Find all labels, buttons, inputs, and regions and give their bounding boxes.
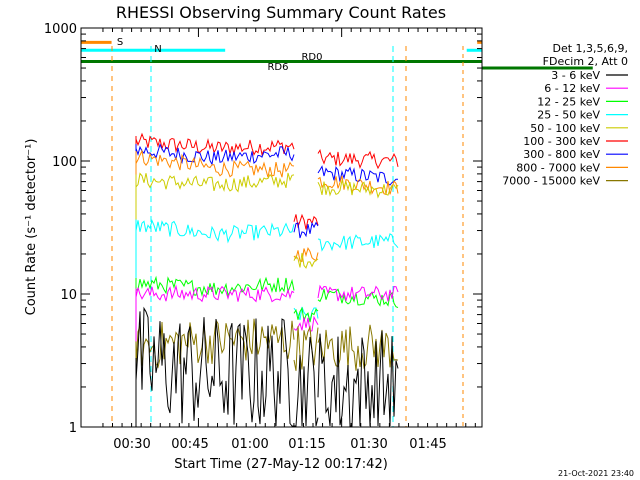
x-tick-label-01-45: 01:45 [409, 437, 446, 452]
legend-label-50-100-kev: 50 - 100 keV [530, 122, 600, 135]
x-tick-label-00-45: 00:45 [171, 437, 208, 452]
trace-segment [317, 330, 399, 427]
trace-segment [294, 336, 319, 427]
y-axis-label: Count Rate (s⁻¹ detector⁻¹) [24, 139, 39, 316]
y-tick-label-1000: 1000 [44, 22, 77, 37]
trace-segment [317, 233, 399, 252]
trace-segment [293, 221, 319, 239]
series-3-6-kev [135, 306, 399, 427]
legend-label-12-25-kev: 12 - 25 keV [537, 95, 600, 108]
plot-frame [80, 27, 483, 428]
trace-segment [317, 180, 399, 199]
flag-label-rd6: RD6 [267, 62, 288, 73]
trace-segment [135, 132, 295, 157]
legend-header-2: FDecim 2, Att 0 [543, 55, 628, 68]
y-tick-label-10: 10 [60, 288, 77, 303]
trace-segment [293, 252, 319, 269]
y-tick-label-100: 100 [52, 155, 77, 170]
trace-segment [135, 275, 295, 297]
legend-label-300-800-kev: 300 - 800 keV [523, 148, 600, 161]
trace-segment [317, 324, 399, 371]
flag-label-n: N [154, 44, 161, 55]
legend-label-7000-15000-kev: 7000 - 15000 keV [502, 175, 600, 188]
legend-label-800-7000-kev: 800 - 7000 keV [516, 161, 600, 174]
trace-segment [317, 288, 399, 309]
trace-segment [135, 306, 294, 427]
trace-segment [135, 284, 295, 303]
x-tick-label-01-30: 01:30 [350, 437, 387, 452]
trace-segment [293, 306, 319, 323]
y-tick-label-1: 1 [69, 421, 77, 436]
flag-label-s: S [117, 37, 123, 48]
trace-segment [135, 172, 295, 193]
trace-segment [293, 325, 319, 371]
chart-title: RHESSI Observing Summary Count Rates [116, 3, 446, 22]
x-tick-label-01-15: 01:15 [288, 437, 325, 452]
trace-segment [135, 149, 295, 178]
legend-label-25-50-kev: 25 - 50 keV [537, 109, 600, 122]
trace-segment [317, 284, 399, 302]
x-tick-label-00-30: 00:30 [113, 437, 150, 452]
legend-label-100-300-kev: 100 - 300 keV [523, 135, 600, 148]
timestamp: 21-Oct-2021 23:40 [558, 469, 634, 478]
legend-header-1: Det 1,3,5,6,9, [552, 42, 628, 55]
trace-segment [135, 143, 295, 166]
x-axis-label: Start Time (27-May-12 00:17:42) [174, 457, 388, 472]
trace-segment [317, 175, 399, 196]
trace-segment [135, 219, 295, 244]
flag-label-rd0: RD0 [301, 52, 322, 63]
x-tick-label-01-00: 01:00 [231, 437, 268, 452]
trace-segment [293, 246, 319, 263]
trace-segment [317, 149, 399, 170]
legend-label-3-6-kev: 3 - 6 keV [551, 69, 600, 82]
legend-label-6-12-kev: 6 - 12 keV [544, 82, 600, 95]
